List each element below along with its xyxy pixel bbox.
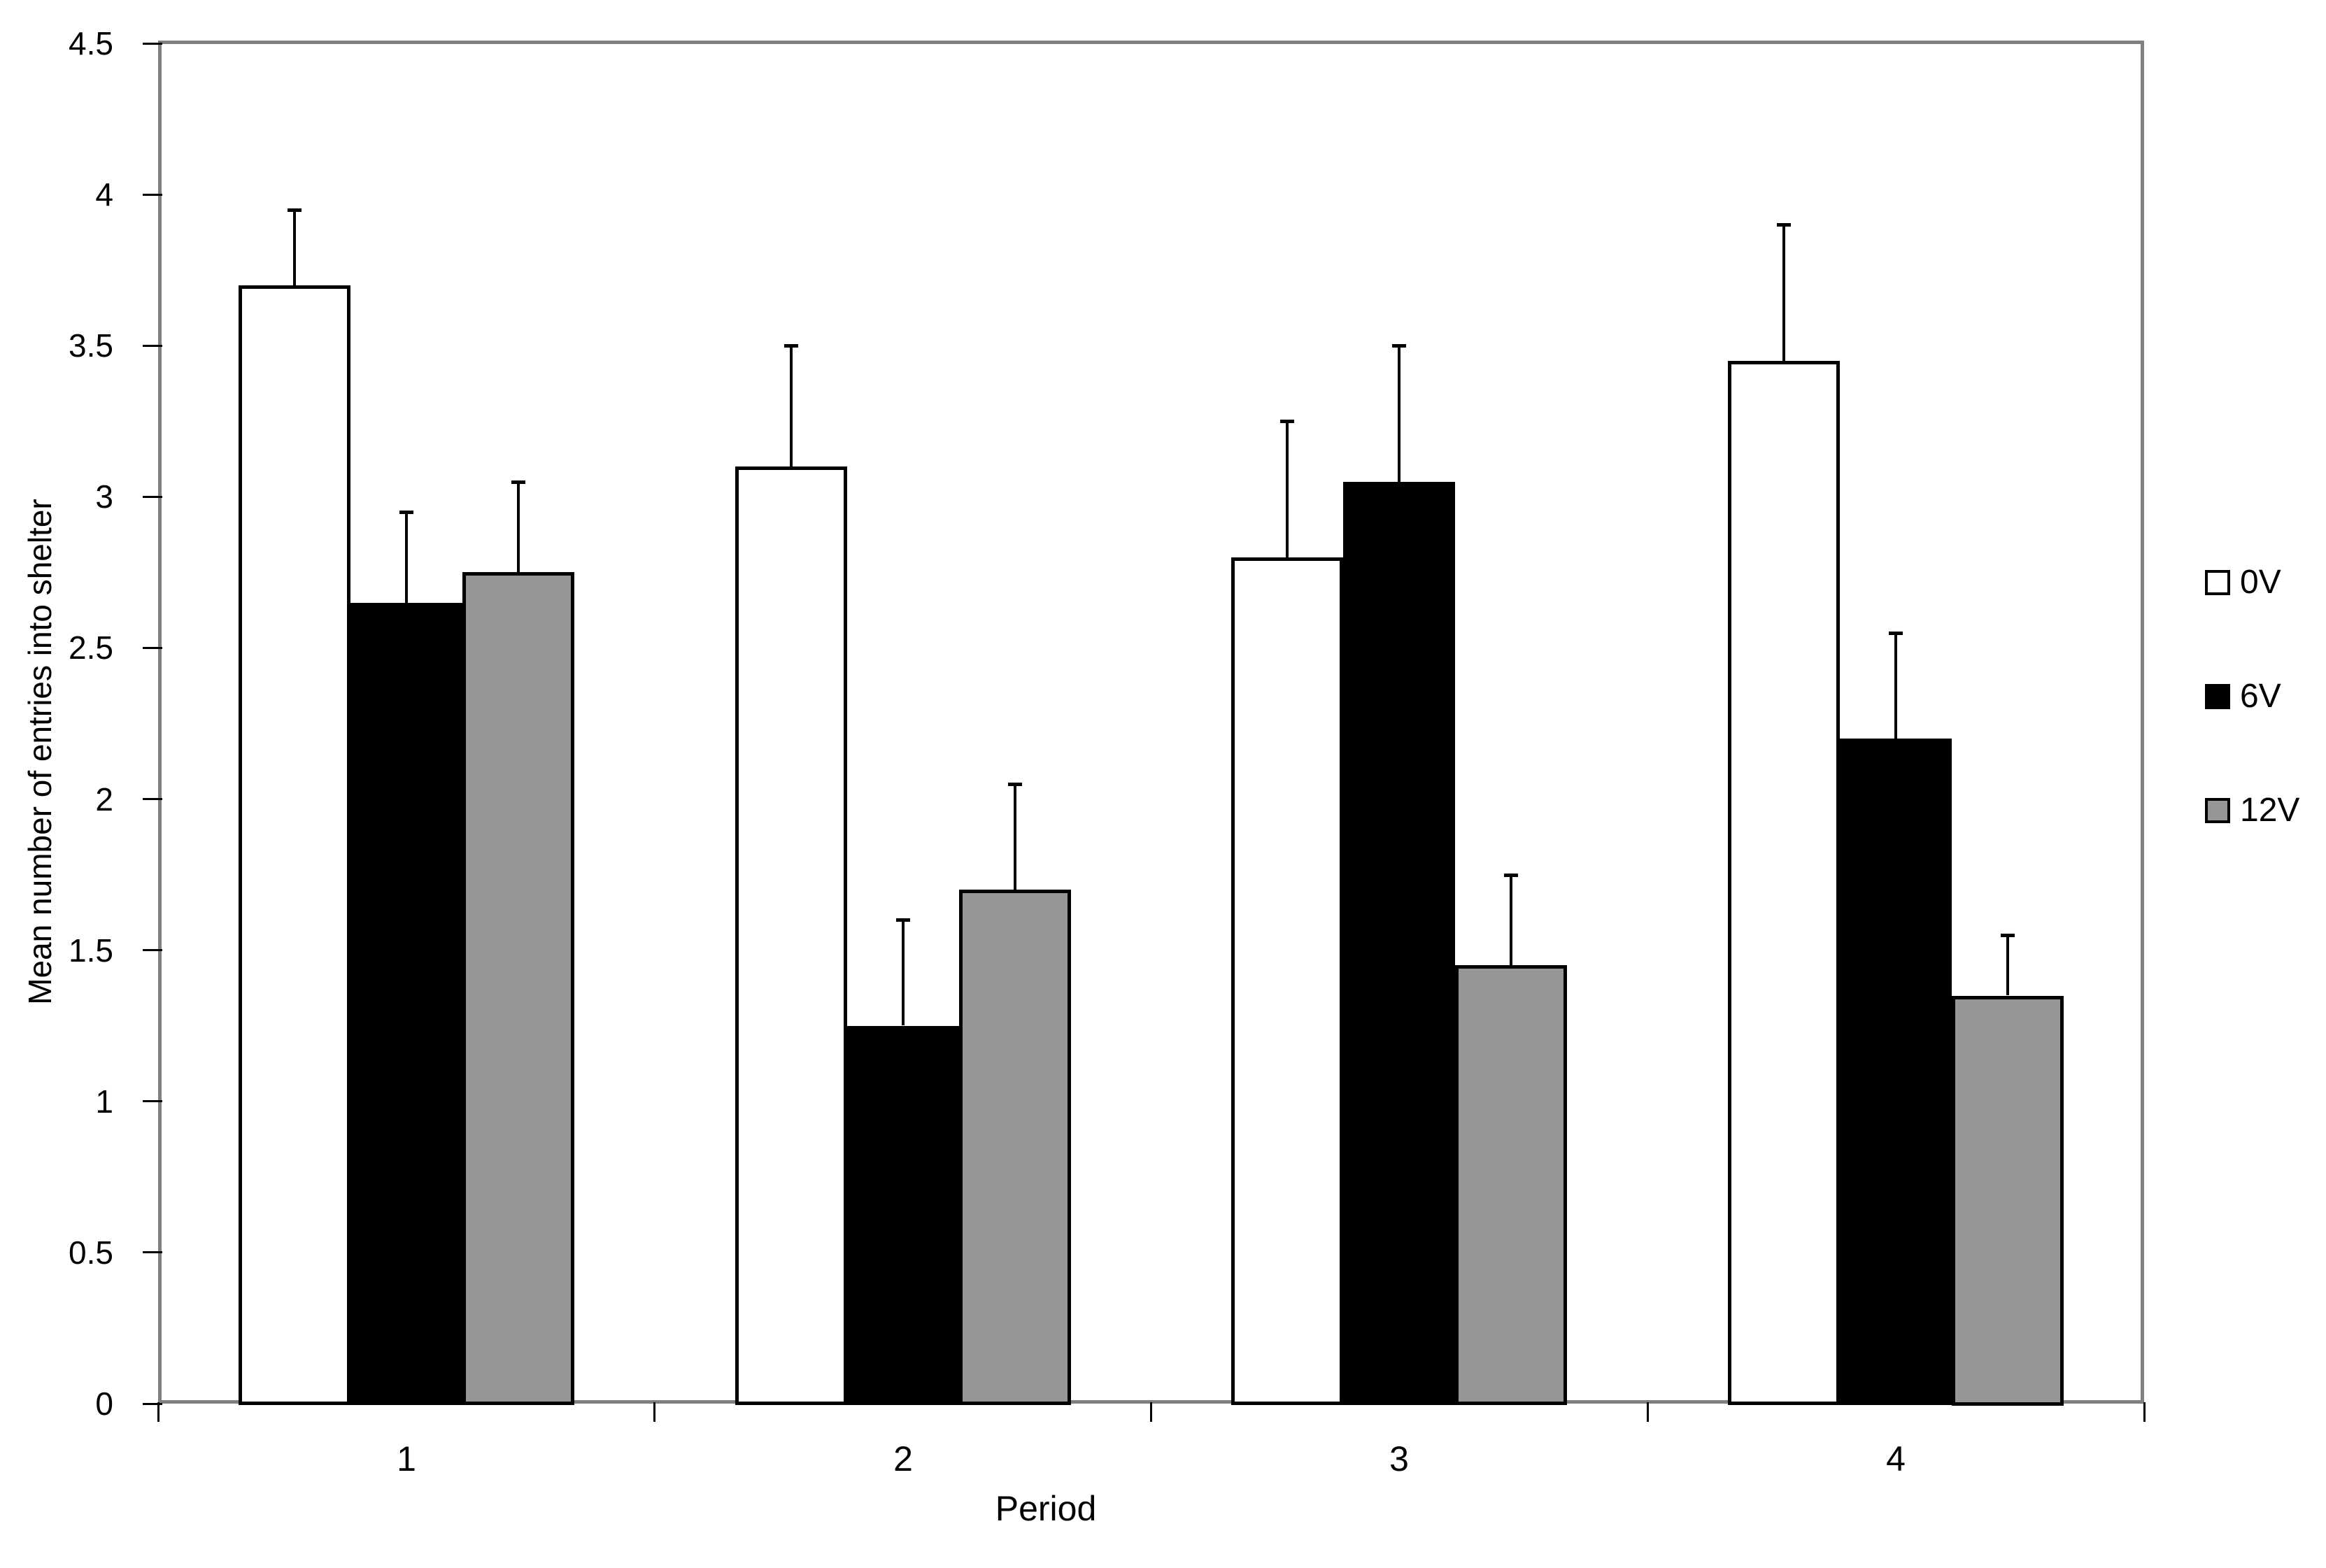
y-tick-label: 2.5 [69, 629, 113, 666]
x-tick-mark [1647, 1402, 1649, 1422]
y-tick-mark [143, 194, 162, 196]
y-axis-title: Mean number of entries into shelter [22, 499, 58, 1005]
bar-6V-period-3 [1343, 482, 1455, 1405]
error-bar-cap-0V-period-1 [288, 208, 302, 212]
y-tick-mark [143, 345, 162, 347]
error-bar-cap-12V-period-2 [1008, 783, 1022, 786]
error-bar-12V-period-1 [517, 482, 520, 573]
error-bar-cap-0V-period-4 [1777, 223, 1791, 227]
legend-label-12V: 12V [2240, 792, 2300, 829]
error-bar-cap-6V-period-2 [896, 918, 910, 922]
error-bar-cap-6V-period-3 [1392, 344, 1406, 348]
bar-6V-period-2 [847, 1026, 959, 1405]
x-tick-label: 4 [1886, 1439, 1906, 1478]
plot-area [158, 41, 2144, 1404]
error-bar-6V-period-2 [902, 920, 905, 1025]
error-bar-cap-0V-period-3 [1280, 420, 1294, 423]
x-tick-mark [157, 1402, 159, 1422]
legend-swatch-0V [2205, 570, 2230, 595]
error-bar-0V-period-1 [293, 210, 296, 285]
y-tick-label: 3 [95, 478, 113, 515]
y-tick-label: 1 [95, 1083, 113, 1120]
bar-12V-period-2 [959, 890, 1071, 1405]
x-axis-title: Period [995, 1489, 1097, 1528]
error-bar-cap-12V-period-4 [2001, 934, 2015, 937]
y-tick-mark [143, 43, 162, 45]
x-tick-label: 1 [397, 1439, 416, 1478]
y-tick-label: 0.5 [69, 1234, 113, 1271]
y-tick-label: 0 [95, 1385, 113, 1422]
bar-0V-period-2 [735, 466, 847, 1405]
error-bar-cap-0V-period-2 [784, 344, 798, 348]
x-tick-mark [2143, 1402, 2146, 1422]
y-tick-mark [143, 1403, 162, 1405]
error-bar-12V-period-3 [1510, 875, 1512, 966]
y-tick-label: 4 [95, 176, 113, 213]
y-tick-mark [143, 949, 162, 951]
bar-12V-period-4 [1952, 996, 2064, 1406]
y-tick-label: 2 [95, 781, 113, 818]
y-tick-mark [143, 647, 162, 649]
error-bar-cap-12V-period-1 [511, 480, 525, 484]
x-tick-label: 3 [1389, 1439, 1409, 1478]
error-bar-cap-6V-period-4 [1889, 632, 1903, 635]
error-bar-0V-period-3 [1286, 421, 1289, 557]
legend-label-0V: 0V [2240, 564, 2281, 601]
y-tick-label: 1.5 [69, 932, 113, 969]
error-bar-0V-period-4 [1782, 224, 1785, 361]
bar-6V-period-1 [350, 603, 462, 1405]
y-tick-mark [143, 1251, 162, 1253]
error-bar-12V-period-4 [2006, 935, 2009, 995]
error-bar-12V-period-2 [1014, 784, 1016, 890]
y-tick-label: 4.5 [69, 25, 113, 62]
error-bar-6V-period-3 [1398, 345, 1400, 482]
legend-label-6V: 6V [2240, 678, 2281, 715]
x-tick-mark [653, 1402, 655, 1422]
y-tick-mark [143, 1100, 162, 1102]
error-bar-cap-6V-period-1 [399, 511, 413, 514]
y-tick-label: 3.5 [69, 327, 113, 364]
bar-0V-period-4 [1728, 361, 1840, 1405]
error-bar-6V-period-1 [405, 512, 408, 603]
y-tick-mark [143, 496, 162, 498]
x-tick-label: 2 [893, 1439, 913, 1478]
bar-12V-period-3 [1455, 965, 1567, 1405]
error-bar-cap-12V-period-3 [1504, 874, 1518, 877]
bar-0V-period-3 [1231, 557, 1343, 1405]
bar-6V-period-4 [1840, 739, 1952, 1405]
x-tick-mark [1150, 1402, 1152, 1422]
error-bar-6V-period-4 [1894, 633, 1897, 739]
error-bar-0V-period-2 [790, 345, 793, 466]
legend-swatch-12V [2205, 798, 2230, 823]
bar-0V-period-1 [239, 285, 350, 1405]
y-tick-mark [143, 798, 162, 800]
bar-12V-period-1 [462, 572, 574, 1405]
legend-swatch-6V [2205, 684, 2230, 709]
